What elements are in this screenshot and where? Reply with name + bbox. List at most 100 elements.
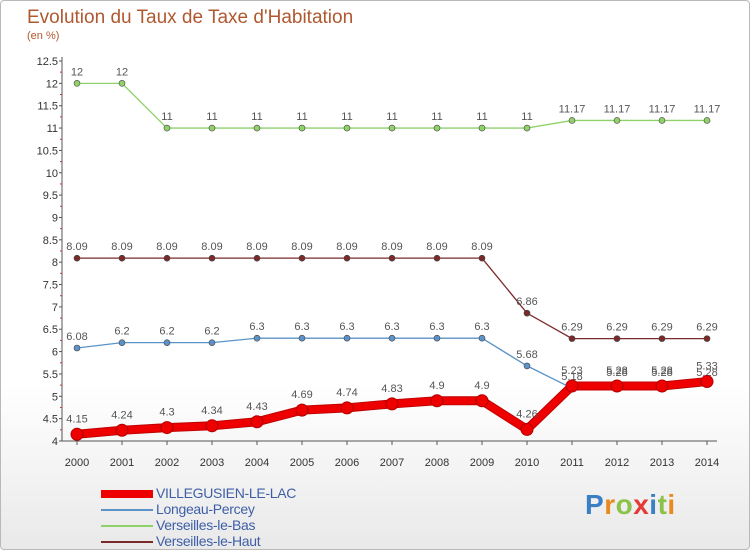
chart-title: Evolution du Taux de Taxe d'Habitation — [27, 7, 354, 28]
data-label-verseilles-le-haut: 8.09 — [201, 241, 222, 253]
legend-label: Longeau-Percey — [156, 501, 255, 517]
y-tick-label: 9 — [52, 212, 58, 224]
data-point-verseilles-le-bas — [613, 117, 621, 124]
data-label-verseilles-le-haut: 8.09 — [471, 241, 492, 253]
data-label-verseilles-le-bas: 12 — [71, 66, 83, 78]
data-point-verseilles-le-bas — [388, 124, 396, 132]
data-point-villegusien-le-lac — [115, 423, 129, 437]
data-point-verseilles-le-haut — [253, 254, 261, 262]
data-point-verseilles-le-bas — [343, 124, 351, 132]
y-tick-label: 7.5 — [43, 280, 58, 292]
data-label-verseilles-le-bas: 11.17 — [649, 103, 676, 115]
logo-letter: P — [585, 489, 605, 520]
data-label-longeau-percey: 5.28 — [696, 367, 717, 379]
data-point-villegusien-le-lac — [295, 403, 309, 417]
data-label-villegusien-le-lac: 4.83 — [381, 383, 402, 395]
data-label-villegusien-le-lac: 4.34 — [201, 405, 222, 417]
x-tick-label: 2009 — [470, 457, 494, 469]
data-point-verseilles-le-bas — [568, 117, 576, 124]
legend-label: Verseilles-le-Bas — [156, 517, 256, 533]
x-tick-label: 2006 — [335, 457, 359, 469]
data-point-villegusien-le-lac — [385, 397, 399, 411]
data-label-villegusien-le-lac: 4.24 — [111, 409, 132, 421]
data-point-longeau-percey — [478, 334, 486, 342]
data-point-villegusien-le-lac — [430, 394, 444, 408]
data-label-verseilles-le-haut: 8.09 — [426, 241, 447, 253]
data-label-verseilles-le-bas: 11.17 — [604, 103, 631, 115]
data-label-verseilles-le-haut: 8.09 — [111, 241, 132, 253]
data-label-verseilles-le-bas: 11 — [431, 111, 442, 123]
data-label-verseilles-le-bas: 12 — [116, 66, 128, 78]
data-point-verseilles-le-haut — [388, 254, 396, 262]
data-label-villegusien-le-lac: 4.15 — [66, 413, 87, 425]
data-label-longeau-percey: 6.2 — [204, 326, 219, 338]
y-tick-label: 6.5 — [43, 324, 58, 336]
y-tick-label: 4 — [52, 436, 58, 448]
y-tick-label: 6 — [52, 347, 58, 359]
data-point-verseilles-le-haut — [568, 335, 576, 342]
data-label-longeau-percey: 5.28 — [651, 367, 672, 379]
legend-swatch — [101, 490, 153, 498]
data-point-villegusien-le-lac — [655, 379, 669, 393]
x-tick-label: 2008 — [425, 457, 449, 469]
chart-subtitle: (en %) — [27, 30, 60, 42]
data-point-longeau-percey — [118, 339, 126, 346]
data-label-longeau-percey: 6.3 — [294, 321, 309, 333]
logo-letter: x — [633, 489, 650, 520]
data-point-verseilles-le-haut — [478, 254, 486, 262]
data-label-longeau-percey: 6.3 — [384, 321, 399, 333]
x-tick-label: 2007 — [380, 457, 404, 469]
data-point-verseilles-le-haut — [118, 254, 126, 262]
data-point-verseilles-le-bas — [73, 80, 81, 87]
data-point-longeau-percey — [388, 334, 396, 342]
data-label-verseilles-le-haut: 6.29 — [696, 322, 717, 334]
data-label-verseilles-le-bas: 11 — [341, 111, 352, 123]
y-tick-label: 11 — [47, 123, 58, 135]
data-label-verseilles-le-bas: 11.17 — [694, 103, 721, 115]
x-tick-label: 2001 — [110, 457, 134, 469]
data-label-verseilles-le-haut: 6.29 — [561, 322, 582, 334]
y-tick-label: 9.5 — [43, 190, 58, 202]
data-point-verseilles-le-haut — [613, 335, 621, 342]
data-point-verseilles-le-bas — [478, 124, 486, 132]
data-point-verseilles-le-bas — [523, 124, 531, 132]
x-tick-label: 2005 — [290, 457, 314, 469]
data-label-verseilles-le-bas: 11 — [251, 111, 262, 123]
y-tick-label: 12 — [46, 78, 58, 90]
y-tick-label: 10.5 — [37, 145, 58, 157]
data-point-longeau-percey — [73, 344, 81, 352]
data-point-longeau-percey — [298, 334, 306, 342]
y-tick-label: 10 — [46, 168, 58, 180]
data-label-verseilles-le-bas: 11 — [521, 111, 532, 123]
data-point-villegusien-le-lac — [205, 419, 219, 433]
data-point-villegusien-le-lac — [475, 394, 489, 408]
data-label-verseilles-le-haut: 8.09 — [381, 241, 402, 253]
data-point-verseilles-le-bas — [298, 124, 306, 132]
data-point-longeau-percey — [523, 362, 531, 370]
data-label-verseilles-le-haut: 8.09 — [156, 241, 177, 253]
logo-letter: i — [649, 489, 658, 520]
logo-letter: o — [615, 489, 634, 520]
data-point-verseilles-le-bas — [433, 124, 441, 132]
data-point-villegusien-le-lac — [610, 379, 624, 393]
legend-swatch — [101, 541, 153, 543]
data-label-verseilles-le-bas: 11 — [161, 111, 172, 123]
x-tick-label: 2002 — [155, 457, 179, 469]
data-label-verseilles-le-bas: 11 — [206, 111, 217, 123]
data-label-verseilles-le-bas: 11 — [386, 111, 397, 123]
data-point-verseilles-le-bas — [118, 80, 126, 87]
x-tick-label: 2014 — [695, 457, 719, 469]
x-tick-label: 2010 — [515, 457, 539, 469]
data-point-verseilles-le-haut — [343, 254, 351, 262]
data-label-verseilles-le-haut: 6.86 — [516, 296, 537, 308]
data-label-verseilles-le-bas: 11 — [476, 111, 487, 123]
data-point-villegusien-le-lac — [700, 375, 714, 389]
data-point-verseilles-le-haut — [433, 254, 441, 262]
data-label-villegusien-le-lac: 4.74 — [336, 387, 357, 399]
y-tick-label: 12.5 — [37, 56, 58, 68]
data-label-longeau-percey: 6.08 — [66, 331, 87, 343]
data-label-villegusien-le-lac: 4.26 — [516, 408, 537, 420]
y-tick-label: 8.5 — [43, 235, 58, 247]
data-label-longeau-percey: 6.2 — [159, 326, 174, 338]
